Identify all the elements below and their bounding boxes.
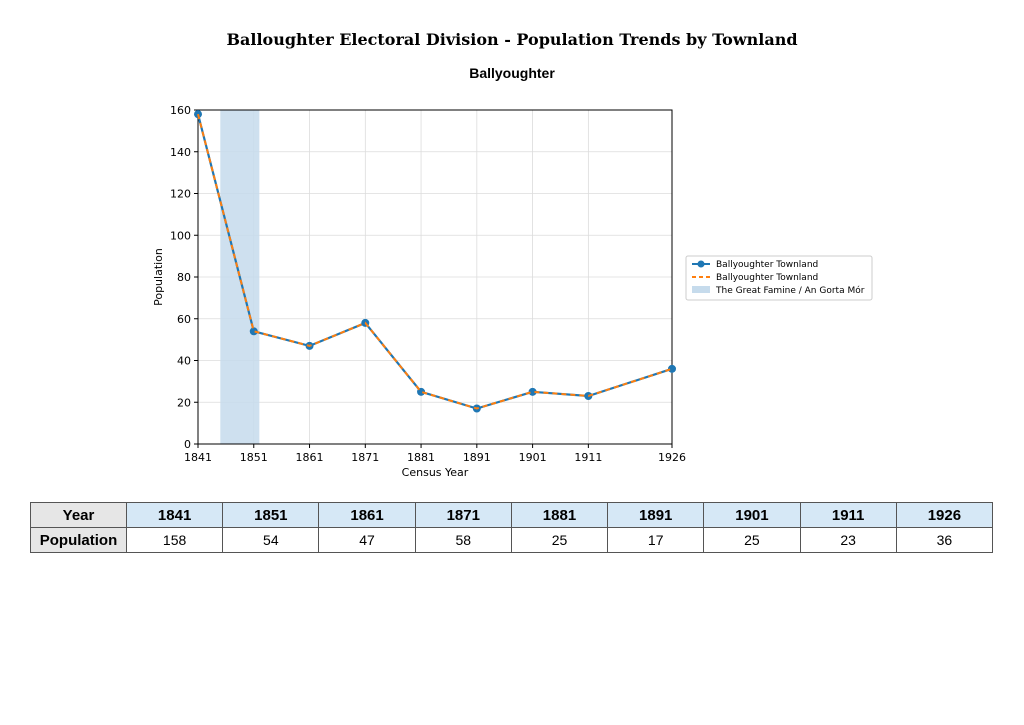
legend-label: The Great Famine / An Gorta Mór (715, 285, 865, 296)
y-tick-label: 20 (177, 396, 191, 409)
population-cell: 47 (318, 527, 416, 553)
year-cell: 1861 (318, 502, 416, 528)
x-tick-label: 1871 (351, 451, 379, 464)
year-cell: 1911 (799, 502, 897, 528)
year-cell: 1901 (703, 502, 801, 528)
legend-swatch-shaded (692, 286, 710, 293)
year-header-cell: Year (30, 502, 127, 528)
y-tick-label: 120 (170, 188, 191, 201)
series-line-dashed (197, 113, 673, 410)
population-cell: 17 (607, 527, 705, 553)
y-axis-label: Population (152, 248, 165, 306)
x-tick-label: 1881 (407, 451, 435, 464)
x-tick-label: 1841 (184, 451, 212, 464)
legend-marker (697, 260, 705, 268)
population-cell: 25 (510, 527, 609, 553)
page-title: Balloughter Electoral Division - Populat… (226, 30, 798, 49)
x-tick-label: 1891 (463, 451, 491, 464)
population-row: Population 158 54 47 58 25 17 25 23 36 (30, 527, 994, 553)
legend-label: Ballyoughter Townland (716, 273, 818, 283)
x-tick-label: 1901 (519, 451, 547, 464)
y-tick-label: 0 (184, 438, 191, 451)
legend-box (685, 255, 873, 301)
series-line-solid (196, 113, 673, 410)
population-cell: 58 (414, 527, 512, 553)
data-point (668, 364, 676, 373)
year-cell: 1851 (222, 502, 320, 528)
y-tick-label: 140 (170, 146, 191, 159)
x-axis-label: Census Year (402, 466, 469, 479)
x-tick-label: 1911 (574, 451, 602, 464)
y-tick-label: 40 (177, 355, 191, 368)
year-cell: 1926 (895, 502, 994, 528)
population-table: Year 1841 1851 1861 1871 1881 1891 1901 1911 192… (30, 502, 994, 553)
year-row: Year 1841 1851 1861 1871 1881 1891 1901 1911 192… (30, 502, 994, 528)
population-cell: 54 (222, 527, 320, 553)
population-line-chart: 0 20 40 60 80 100 120 140 160 1841 1851 1861 1871 188… (152, 104, 873, 479)
year-cell: 1841 (125, 502, 224, 528)
y-tick-label: 100 (170, 229, 191, 242)
chart-subtitle: Ballyoughter (469, 65, 555, 81)
y-tick-label: 60 (177, 313, 191, 326)
year-cell: 1891 (607, 502, 705, 528)
legend-label: Ballyoughter Townland (716, 260, 818, 270)
population-cell: 25 (703, 527, 801, 553)
population-cell: 23 (799, 527, 897, 553)
population-cell: 36 (895, 527, 994, 553)
year-cell: 1881 (510, 502, 609, 528)
y-tick-label: 160 (170, 104, 191, 117)
y-tick-label: 80 (177, 271, 191, 284)
x-tick-label: 1926 (658, 451, 686, 464)
year-cell: 1871 (414, 502, 512, 528)
x-tick-label: 1851 (240, 451, 268, 464)
data-point (528, 387, 537, 396)
population-header-cell: Population (30, 527, 127, 553)
population-cell: 158 (125, 527, 224, 553)
x-tick-label: 1861 (296, 451, 324, 464)
data-point (249, 327, 258, 336)
